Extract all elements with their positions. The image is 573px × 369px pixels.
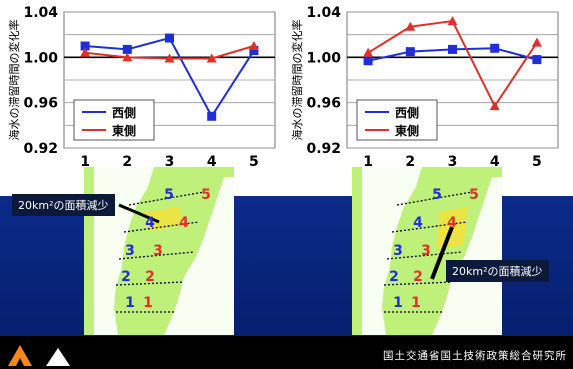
region-label: 3 xyxy=(125,243,135,259)
data-point-east xyxy=(80,47,91,57)
region-label: 3 xyxy=(421,243,431,259)
region-label: 3 xyxy=(393,243,403,259)
data-point-east xyxy=(122,52,133,62)
region-label: 1 xyxy=(411,295,421,311)
logo xyxy=(8,345,70,366)
y-axis-label: 海水の滞留時間の変化率 xyxy=(7,20,21,141)
organization-name: 国土交通省国土技術政策総合研究所 xyxy=(383,350,567,362)
region-label: 4 xyxy=(145,215,155,231)
region-label: 2 xyxy=(121,269,131,285)
data-point-west xyxy=(207,111,217,121)
y-axis-label: 海水の滞留時間の変化率 xyxy=(290,20,304,141)
reclaimed-area xyxy=(144,207,184,231)
y-tick-label: 1.04 xyxy=(306,5,341,21)
y-tick-label: 1.04 xyxy=(23,5,58,21)
chart-right: 0.92 0.96 1.00 1.04 1 2 3 4 5 海水の滞留時間の変化率西側東側 xyxy=(290,5,559,170)
callout-right: 20km²の面積減少 xyxy=(446,260,549,282)
x-tick-label: 5 xyxy=(532,154,542,170)
data-point-east xyxy=(164,53,175,63)
arrow-left xyxy=(118,203,160,224)
data-point-east xyxy=(206,53,217,63)
region-label: 4 xyxy=(179,215,189,231)
region-label: 5 xyxy=(469,187,479,203)
footer-band xyxy=(0,336,573,369)
y-tick-label: 1.00 xyxy=(306,50,341,66)
data-point-west xyxy=(363,56,373,66)
data-point-west xyxy=(249,46,259,56)
x-tick-label: 4 xyxy=(490,154,500,170)
region-label: 1 xyxy=(143,295,153,311)
data-point-east xyxy=(447,16,458,26)
y-tick-label: 0.92 xyxy=(23,141,58,157)
x-tick-label: 3 xyxy=(165,154,175,170)
data-point-west xyxy=(532,55,542,65)
region-label: 3 xyxy=(153,243,163,259)
x-tick-label: 2 xyxy=(122,154,132,170)
bay-land-west xyxy=(362,167,422,335)
data-point-west xyxy=(80,41,90,51)
arrow-right xyxy=(430,226,454,280)
region-label: 1 xyxy=(393,295,403,311)
region-label: 4 xyxy=(447,215,457,231)
x-tick-label: 5 xyxy=(249,154,259,170)
region-label: 2 xyxy=(413,269,423,285)
region-label: 2 xyxy=(145,269,155,285)
data-point-east xyxy=(248,41,259,50)
legend-label: 東側 xyxy=(395,123,419,138)
legend-label: 東側 xyxy=(112,123,136,138)
bay-land-east xyxy=(164,177,234,335)
region-label: 4 xyxy=(413,215,423,231)
data-point-west xyxy=(490,43,500,53)
legend-label: 西側 xyxy=(112,105,136,120)
data-point-west xyxy=(165,33,174,43)
x-tick-label: 3 xyxy=(448,154,458,170)
data-point-west xyxy=(448,44,457,54)
x-tick-label: 1 xyxy=(80,154,90,170)
region-label: 1 xyxy=(125,295,135,311)
data-point-east xyxy=(531,37,542,47)
data-point-west xyxy=(122,44,132,54)
bay-land-east xyxy=(432,177,502,335)
data-point-west xyxy=(405,47,415,57)
region-label: 2 xyxy=(389,269,399,285)
x-tick-label: 4 xyxy=(207,154,217,170)
y-tick-label: 0.92 xyxy=(306,141,341,157)
legend-label: 西側 xyxy=(395,105,419,120)
callout-left: 20km²の面積減少 xyxy=(12,194,115,216)
x-tick-label: 2 xyxy=(405,154,415,170)
y-tick-label: 1.00 xyxy=(23,50,58,66)
y-tick-label: 0.96 xyxy=(306,96,341,112)
chart-left: 0.92 0.96 1.00 1.04 1 2 3 4 5 海水の滞留時間の変化率西側東側 xyxy=(7,5,276,170)
region-label: 5 xyxy=(201,187,211,203)
data-point-east xyxy=(405,21,416,31)
data-point-east xyxy=(489,101,500,111)
region-label: 5 xyxy=(432,187,442,203)
data-point-east xyxy=(363,47,374,57)
x-tick-label: 1 xyxy=(363,154,373,170)
y-tick-label: 0.96 xyxy=(23,96,58,112)
region-label: 5 xyxy=(164,187,174,203)
